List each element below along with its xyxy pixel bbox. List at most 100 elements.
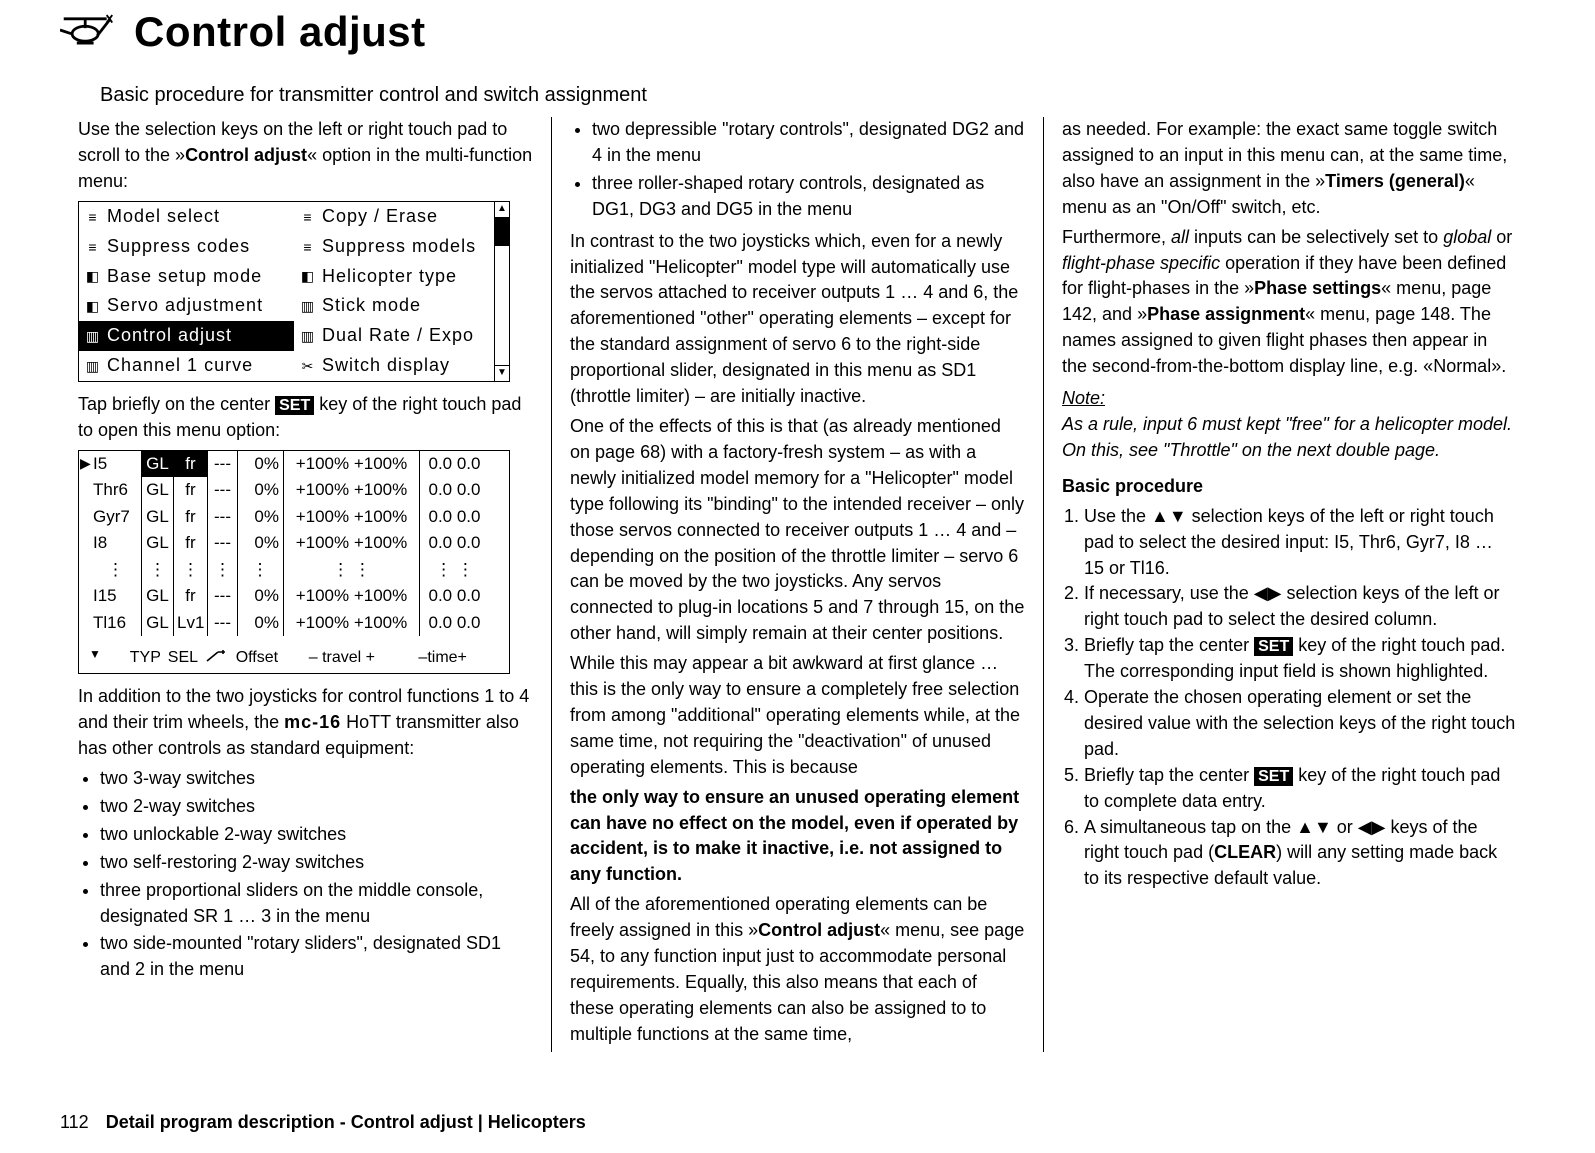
multifunction-menu: ≡Model select≡Copy / Erase≡Suppress code… [78, 201, 510, 382]
note-label: Note: [1062, 386, 1517, 412]
breadcrumb: Detail program description - Control adj… [106, 1112, 586, 1132]
scroll-down-icon[interactable]: ▼ [495, 365, 509, 381]
cell-dash: --- [207, 477, 237, 503]
c3-p1b: Timers (general) [1325, 171, 1465, 191]
cell-offset: 0% [237, 504, 283, 530]
column-1: Use the selection keys on the left or ri… [60, 117, 551, 1052]
footer-trav: – travel + [287, 646, 397, 669]
menu-scrollbar[interactable]: ▲ ▼ [494, 201, 510, 382]
menu-icon: ◧ [300, 266, 316, 286]
list-item: two side-mounted "rotary sliders", desig… [100, 931, 533, 983]
table-row[interactable]: Thr6GLfr---0%+100% +100%0.0 0.0 [79, 477, 509, 503]
cell-name: Gyr7 [79, 504, 141, 530]
menu-item-left-4[interactable]: ▥Control adjust [79, 321, 294, 351]
list-item: two 2-way switches [100, 794, 533, 820]
c3-p2i1: all [1171, 227, 1189, 247]
c3-p2a: Furthermore, [1062, 227, 1171, 247]
menu-icon: ▥ [85, 326, 101, 346]
cell-name: Tl16 [79, 610, 141, 636]
list-item: three roller-shaped rotary controls, des… [592, 171, 1025, 223]
menu-item-right-1[interactable]: ≡Suppress models [294, 232, 509, 262]
menu-item-right-2[interactable]: ◧Helicopter type [294, 262, 509, 292]
table-row[interactable]: Tl16GLLv1---0%+100% +100%0.0 0.0 [79, 610, 509, 636]
cell-travel: +100% +100% [283, 477, 419, 503]
table-row[interactable]: I8GLfr---0%+100% +100%0.0 0.0 [79, 530, 509, 556]
switch-icon [205, 646, 227, 669]
cell-time: 0.0 0.0 [419, 451, 489, 477]
note-body: As a rule, input 6 must kept "free" for … [1062, 412, 1517, 464]
menu-item-left-0[interactable]: ≡Model select [79, 202, 294, 232]
table-row[interactable]: Gyr7GLfr---0%+100% +100%0.0 0.0 [79, 504, 509, 530]
menu-item-right-3[interactable]: ▥Stick mode [294, 291, 509, 321]
list-item: three proportional sliders on the middle… [100, 878, 533, 930]
cell-gl: GL [141, 504, 173, 530]
menu-item-right-4[interactable]: ▥Dual Rate / Expo [294, 321, 509, 351]
menu-icon: ≡ [300, 207, 316, 227]
set-key: SET [1254, 637, 1293, 656]
page-number: 112 [60, 1112, 89, 1132]
cell-gl: GL [141, 451, 173, 477]
table-row[interactable]: ▶I5GLfr---0%+100% +100%0.0 0.0 [79, 451, 509, 477]
c3-p2i3: flight-phase specific [1062, 253, 1220, 273]
footer-sel: SEL [161, 646, 205, 669]
col2-p4b: Control adjust [758, 920, 880, 940]
menu-item-right-0[interactable]: ≡Copy / Erase [294, 202, 509, 232]
cell-time: ⋮ ⋮ [419, 557, 489, 583]
table-row[interactable]: I15GLfr---0%+100% +100%0.0 0.0 [79, 583, 509, 609]
page-footer: 112 Detail program description - Control… [60, 1112, 586, 1133]
heli-icon [60, 10, 116, 55]
cell-offset: 0% [237, 530, 283, 556]
cell-offset: 0% [237, 477, 283, 503]
menu-item-left-3[interactable]: ◧Servo adjustment [79, 291, 294, 321]
cell-dash: --- [207, 530, 237, 556]
brand: mc-16 [284, 712, 341, 732]
menu-icon: ◧ [85, 296, 101, 316]
cell-travel: +100% +100% [283, 451, 419, 477]
cell-dash: --- [207, 451, 237, 477]
page-subtitle: Basic procedure for transmitter control … [100, 84, 1535, 107]
scroll-thumb[interactable] [495, 218, 509, 246]
tap-a: Tap briefly on the center [78, 394, 275, 414]
cell-fr: Lv1 [173, 610, 207, 636]
footer-caret-icon: ▼ [89, 646, 101, 669]
cell-travel: +100% +100% [283, 504, 419, 530]
step-item: Operate the chosen operating element or … [1084, 685, 1517, 763]
menu-item-left-2[interactable]: ◧Base setup mode [79, 262, 294, 292]
step-item: Briefly tap the center SET key of the ri… [1084, 763, 1517, 815]
control-adjust-table: ▶I5GLfr---0%+100% +100%0.0 0.0Thr6GLfr--… [78, 450, 510, 674]
cell-offset: 0% [237, 583, 283, 609]
menu-item-left-1[interactable]: ≡Suppress codes [79, 232, 294, 262]
menu-icon: ▥ [300, 326, 316, 346]
page-title: Control adjust [134, 8, 426, 56]
menu-icon: ≡ [85, 237, 101, 257]
cell-name: ▶I5 [79, 451, 141, 477]
menu-icon: ▥ [85, 356, 101, 376]
cursor-icon: ▶ [80, 453, 91, 473]
table-row[interactable]: ⋮⋮⋮⋮⋮⋮ ⋮⋮ ⋮ [79, 557, 509, 583]
menu-item-left-5[interactable]: ▥Channel 1 curve [79, 351, 294, 381]
list-item: two 3-way switches [100, 766, 533, 792]
cell-gl: ⋮ [141, 557, 173, 583]
equipment-list: two 3-way switchestwo 2-way switches two … [78, 766, 533, 983]
cell-dash: ⋮ [207, 557, 237, 583]
cell-gl: GL [141, 530, 173, 556]
set-key: SET [1254, 767, 1293, 786]
cell-time: 0.0 0.0 [419, 477, 489, 503]
c3-p2b: inputs can be selectively set to [1189, 227, 1443, 247]
cell-travel: +100% +100% [283, 583, 419, 609]
cell-fr: fr [173, 583, 207, 609]
c3-p2i2: global [1443, 227, 1491, 247]
cell-time: 0.0 0.0 [419, 583, 489, 609]
column-3: as needed. For example: the exact same t… [1043, 117, 1535, 1052]
cell-offset: 0% [237, 451, 283, 477]
step-item: A simultaneous tap on the ▲▼ or ◀▶ keys … [1084, 815, 1517, 893]
intro-b: Control adjust [185, 145, 307, 165]
menu-item-right-5[interactable]: ✂Switch display [294, 351, 509, 381]
list-item: two depressible "rotary controls", desig… [592, 117, 1025, 169]
scroll-up-icon[interactable]: ▲ [495, 202, 509, 218]
step-item: Briefly tap the center SET key of the ri… [1084, 633, 1517, 685]
cell-name: I8 [79, 530, 141, 556]
cell-fr: fr [173, 504, 207, 530]
proc-title: Basic procedure [1062, 474, 1517, 500]
footer-off: Offset [227, 646, 287, 669]
